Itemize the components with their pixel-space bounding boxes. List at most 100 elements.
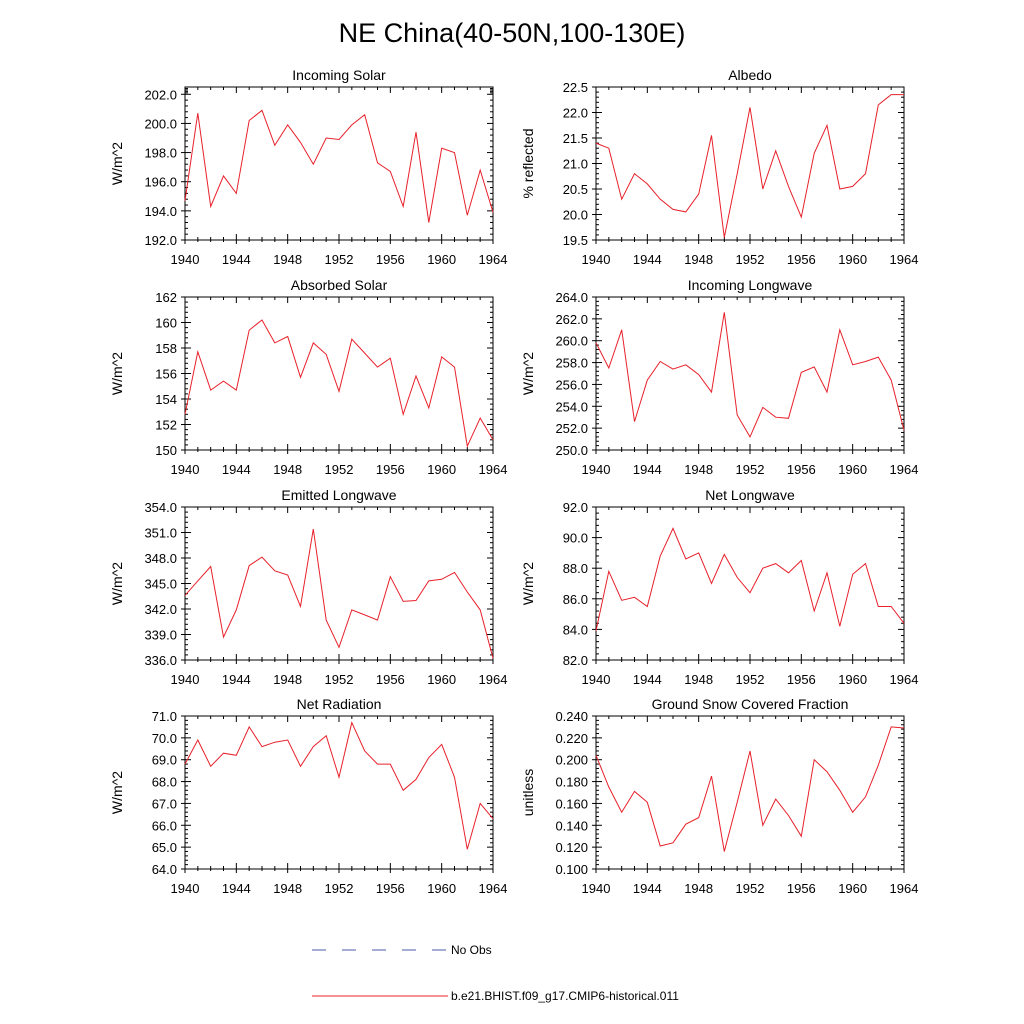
- x-tick-label: 1944: [222, 672, 251, 687]
- x-tick-label: 1948: [684, 252, 713, 267]
- y-tick-label: 192.0: [144, 233, 177, 248]
- x-tick-label: 1940: [171, 252, 200, 267]
- x-tick-label: 1940: [582, 881, 611, 896]
- y-tick-label: 84.0: [563, 622, 588, 637]
- x-tick-label: 1964: [479, 252, 508, 267]
- x-tick-label: 1956: [787, 881, 816, 896]
- y-tick-label: 262.0: [555, 312, 588, 327]
- x-tick-label: 1964: [479, 462, 508, 477]
- panel-8: Ground Snow Covered Fraction unitless 1940…: [520, 696, 918, 896]
- panel-title: Absorbed Solar: [291, 277, 388, 293]
- y-tick-label: 0.160: [555, 796, 588, 811]
- panel-7: Net Radiation W/m^2 1940 1944 1948 1952 1956 19…: [109, 696, 507, 896]
- y-tick-label: 0.140: [555, 818, 588, 833]
- y-tick-label: 156: [155, 367, 177, 382]
- y-tick-label: 342.0: [144, 602, 177, 617]
- y-tick-label: 22.0: [563, 106, 588, 121]
- plot-frame: [184, 506, 494, 661]
- x-tick-label: 1952: [736, 672, 765, 687]
- plot-frame: [184, 296, 494, 451]
- y-tick-label: 19.5: [563, 233, 588, 248]
- x-tick-label: 1940: [171, 881, 200, 896]
- y-tick-label: 92.0: [563, 500, 588, 515]
- panel-title: Albedo: [728, 67, 772, 83]
- series-line: [595, 94, 904, 238]
- panel-6: Net Longwave W/m^2 1940 1944 1948 1952 1956 196…: [520, 487, 918, 687]
- x-tick-label: 1952: [325, 881, 354, 896]
- series-line: [595, 527, 905, 632]
- x-tick-label: 1964: [479, 881, 508, 896]
- x-tick-label: 1944: [222, 252, 251, 267]
- y-tick-label: 264.0: [555, 290, 588, 305]
- x-tick-label: 1952: [325, 462, 354, 477]
- x-tick-label: 1964: [890, 462, 919, 477]
- x-tick-label: 1960: [427, 462, 456, 477]
- y-tick-label: 336.0: [144, 653, 177, 668]
- x-tick-label: 1948: [273, 252, 302, 267]
- y-axis-label: W/m^2: [520, 352, 536, 395]
- y-tick-label: 354.0: [144, 500, 177, 515]
- x-tick-label: 1940: [582, 672, 611, 687]
- y-tick-label: 70.0: [152, 731, 177, 746]
- y-tick-label: 88.0: [563, 561, 588, 576]
- y-axis-label: W/m^2: [520, 562, 536, 605]
- x-tick-label: 1948: [684, 462, 713, 477]
- x-tick-label: 1956: [376, 672, 405, 687]
- y-tick-label: 0.180: [555, 775, 588, 790]
- y-tick-label: 160: [155, 316, 177, 331]
- y-tick-label: 22.5: [563, 80, 588, 95]
- plot-frame: [595, 296, 905, 451]
- y-tick-label: 345.0: [144, 577, 177, 592]
- y-tick-label: 20.0: [563, 208, 588, 223]
- series-line: [184, 721, 494, 850]
- x-tick-label: 1944: [633, 672, 662, 687]
- y-tick-label: 65.0: [152, 840, 177, 855]
- panel-title: Incoming Longwave: [688, 277, 813, 293]
- y-tick-label: 67.0: [152, 796, 177, 811]
- y-tick-label: 198.0: [144, 146, 177, 161]
- x-tick-label: 1952: [736, 462, 765, 477]
- x-tick-label: 1952: [325, 252, 354, 267]
- y-tick-label: 194.0: [144, 204, 177, 219]
- y-tick-label: 21.5: [563, 131, 588, 146]
- y-tick-label: 150: [155, 443, 177, 458]
- x-tick-label: 1960: [838, 672, 867, 687]
- y-axis-label: W/m^2: [109, 352, 125, 395]
- panel-2: Albedo % reflected 1940 1944 1948 1952 1956 196…: [520, 67, 918, 267]
- panel-title: Incoming Solar: [292, 67, 386, 83]
- x-tick-label: 1944: [633, 252, 662, 267]
- legend: No Obs b.e21.BHIST.f09_g17.CMIP6-histori…: [312, 943, 679, 1003]
- x-tick-label: 1948: [273, 462, 302, 477]
- x-tick-label: 1944: [222, 881, 251, 896]
- x-tick-label: 1952: [325, 672, 354, 687]
- y-tick-label: 0.100: [555, 862, 588, 877]
- y-tick-label: 202.0: [144, 87, 177, 102]
- x-tick-label: 1960: [427, 252, 456, 267]
- panel-title: Ground Snow Covered Fraction: [652, 696, 849, 712]
- panel-1: Incoming Solar W/m^2 1940 1944 1948 1952 1956 1…: [109, 67, 507, 267]
- y-tick-label: 260.0: [555, 334, 588, 349]
- x-tick-label: 1964: [890, 252, 919, 267]
- series-line: [595, 312, 905, 439]
- y-tick-label: 0.120: [555, 840, 588, 855]
- panel-4: Incoming Longwave W/m^2 1940 1944 1948 1952 19…: [520, 277, 918, 477]
- y-tick-label: 69.0: [152, 753, 177, 768]
- panel-title: Emitted Longwave: [281, 487, 396, 503]
- x-tick-label: 1940: [582, 252, 611, 267]
- y-tick-label: 348.0: [144, 551, 177, 566]
- x-tick-label: 1964: [479, 672, 508, 687]
- x-tick-label: 1960: [838, 252, 867, 267]
- x-tick-label: 1964: [890, 672, 919, 687]
- plot-frame: [184, 715, 494, 870]
- y-tick-label: 162: [155, 290, 177, 305]
- x-tick-label: 1956: [787, 462, 816, 477]
- x-tick-label: 1940: [171, 462, 200, 477]
- y-tick-label: 0.220: [555, 731, 588, 746]
- plot-frame: [595, 715, 905, 870]
- y-tick-label: 0.200: [555, 753, 588, 768]
- y-tick-label: 252.0: [555, 421, 588, 436]
- x-tick-label: 1960: [838, 881, 867, 896]
- y-tick-label: 71.0: [152, 709, 177, 724]
- y-tick-label: 256.0: [555, 377, 588, 392]
